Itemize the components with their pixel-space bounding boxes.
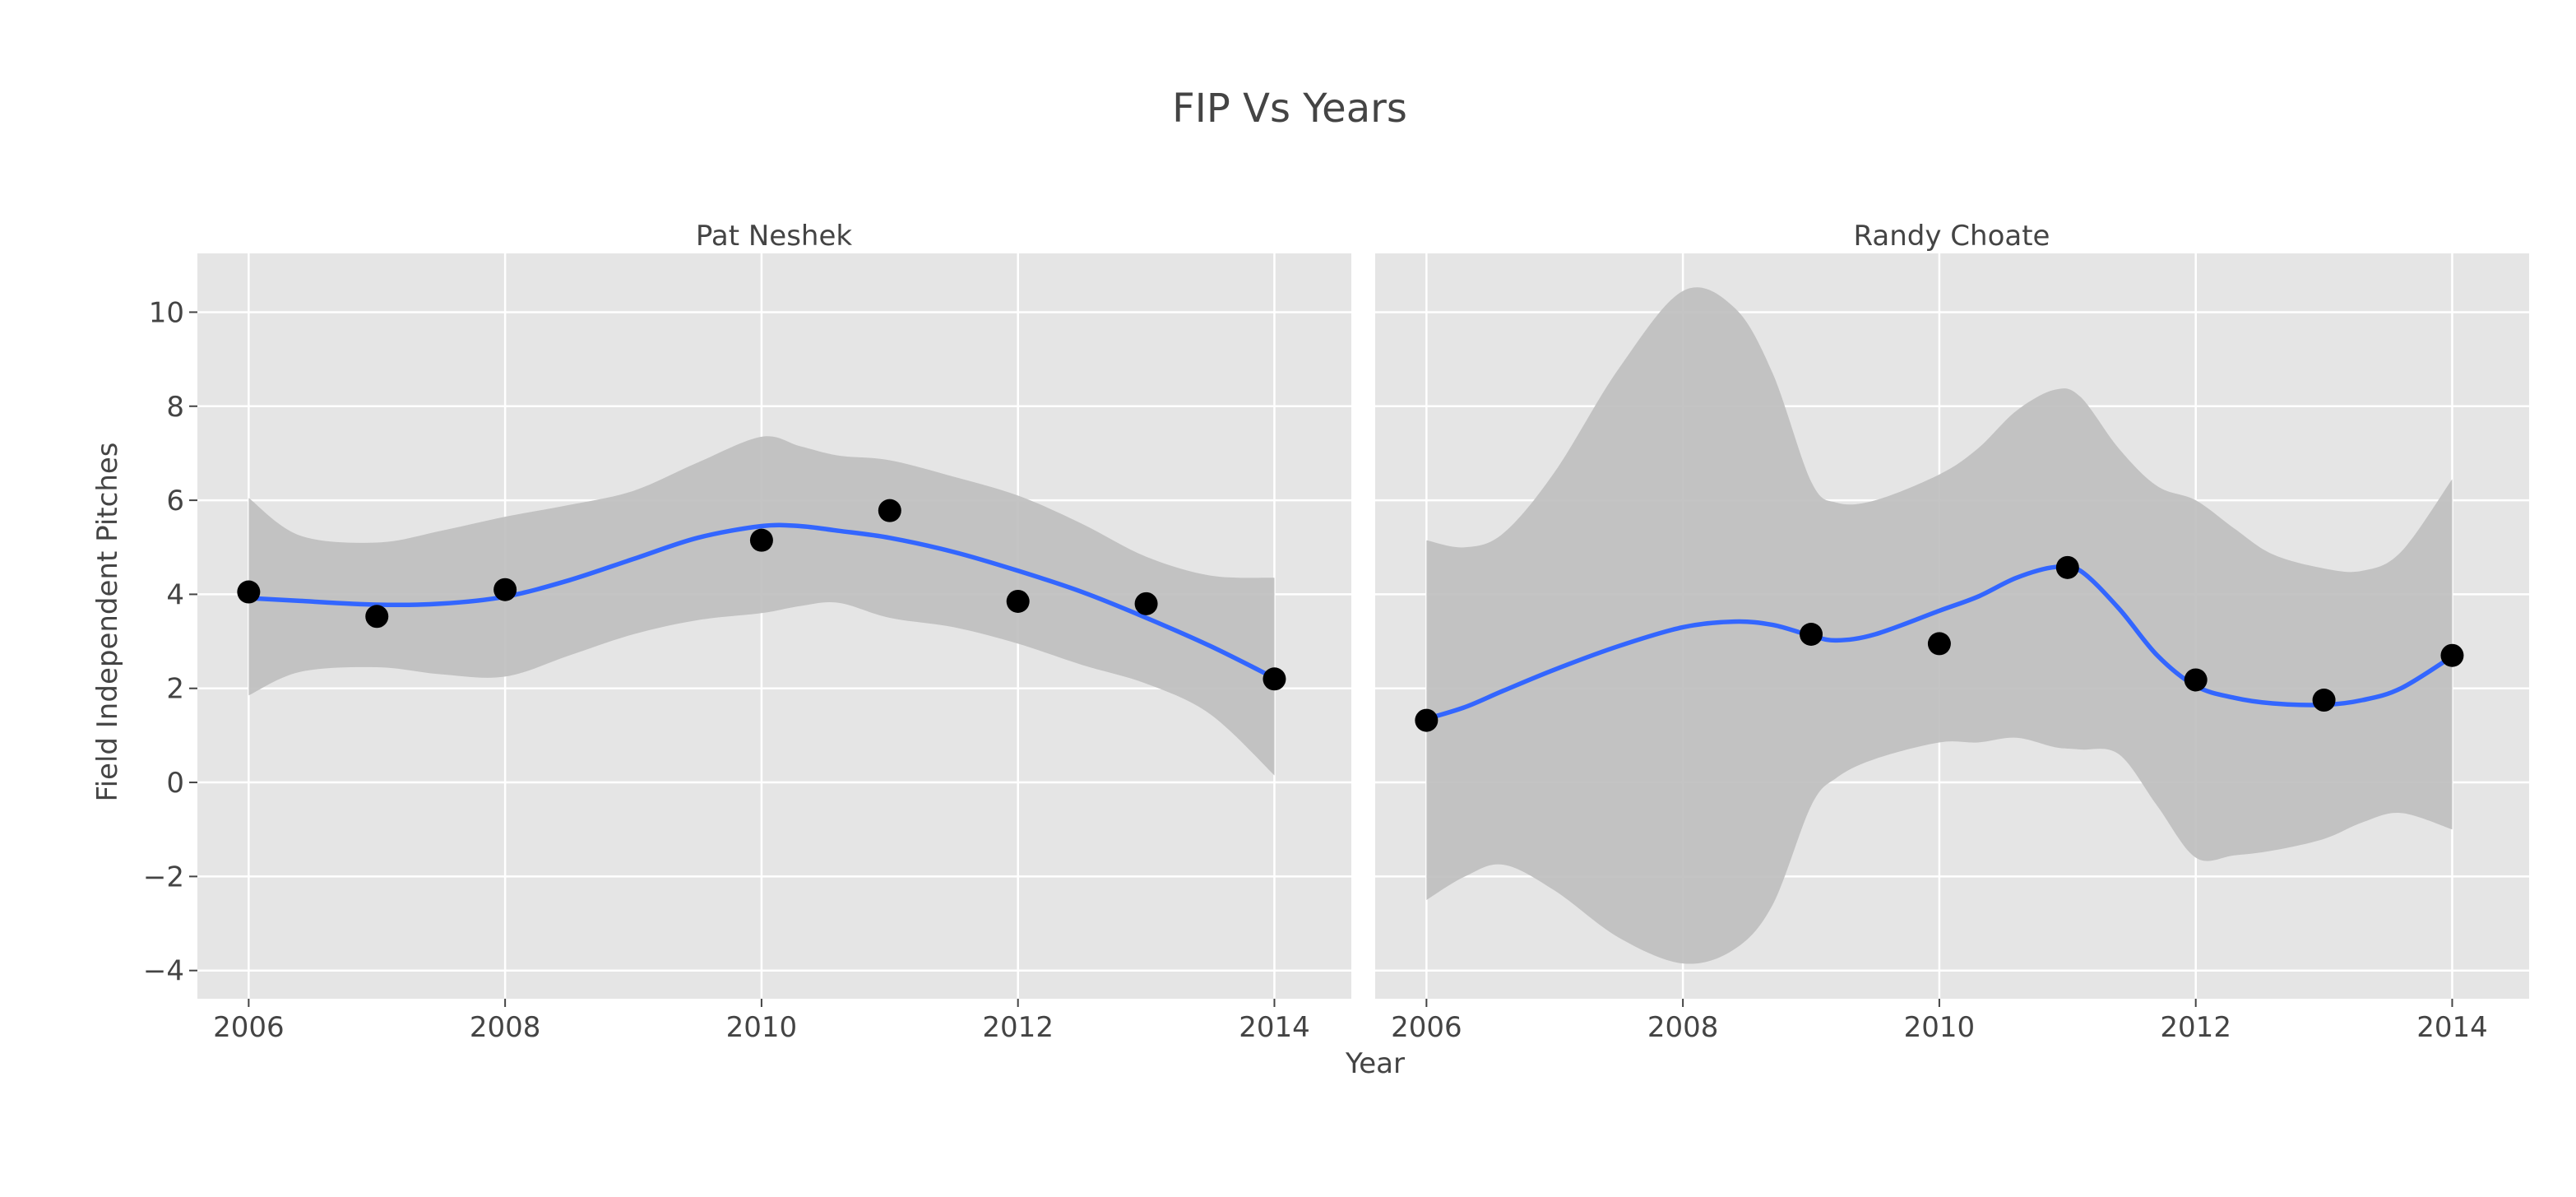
data-point xyxy=(1006,589,1030,613)
panel-pat-neshek-x-axis: 2006 2008 2010 2012 2014 xyxy=(213,999,1310,1044)
y-tick-label: 8 xyxy=(166,391,184,424)
data-point xyxy=(365,605,389,629)
data-point xyxy=(1800,623,1823,647)
chart-title: FIP Vs Years xyxy=(1172,86,1407,132)
data-point xyxy=(878,499,901,522)
data-point xyxy=(493,578,517,601)
x-tick-label: 2012 xyxy=(2160,1011,2231,1044)
y-tick-label: −4 xyxy=(143,955,184,988)
y-axis-title: Field Independent Pitches xyxy=(91,442,124,801)
data-point xyxy=(2055,555,2079,579)
x-tick-label: 2008 xyxy=(470,1011,541,1044)
data-point xyxy=(2440,643,2464,667)
panel-randy-choate-confidence-band xyxy=(1426,287,2453,964)
y-tick-label: 6 xyxy=(166,485,184,517)
y-axis: −4 −2 0 2 4 6 8 10 xyxy=(143,296,197,988)
y-tick-label: 0 xyxy=(166,767,184,800)
data-point xyxy=(237,580,261,604)
y-tick-label: −2 xyxy=(143,861,184,893)
y-tick-label: 10 xyxy=(149,296,184,329)
panel-pat-neshek-strip-title: Pat Neshek xyxy=(696,220,852,253)
x-tick-label: 2010 xyxy=(1904,1011,1976,1044)
data-point xyxy=(2184,668,2208,692)
data-point xyxy=(1927,632,1951,656)
data-point xyxy=(1134,592,1158,615)
panel-randy-choate-points xyxy=(1415,555,2464,732)
panel-pat-neshek-confidence-band xyxy=(248,436,1275,776)
data-point xyxy=(1415,708,1439,732)
x-tick-label: 2014 xyxy=(2416,1011,2488,1044)
y-tick-label: 4 xyxy=(166,578,184,611)
data-point xyxy=(1263,667,1286,691)
x-tick-label: 2006 xyxy=(213,1011,285,1044)
x-tick-label: 2010 xyxy=(726,1011,798,1044)
panel-pat-neshek-smooth-line xyxy=(246,522,1277,680)
data-point xyxy=(749,528,773,552)
x-tick-label: 2012 xyxy=(982,1011,1054,1044)
data-point xyxy=(2312,689,2336,712)
y-tick-label: 2 xyxy=(166,673,184,706)
x-tick-label: 2008 xyxy=(1647,1011,1719,1044)
panel-randy-choate-x-axis: 2006 2008 2010 2012 2014 xyxy=(1391,999,2488,1044)
x-axis-title: Year xyxy=(1345,1047,1405,1080)
panel-randy-choate-strip-title: Randy Choate xyxy=(1854,220,2050,253)
panel-randy-choate-smooth-line xyxy=(1424,564,2455,721)
panel-randy-choate: 2006 2008 2010 2012 2014 Randy Choate xyxy=(1375,220,2529,1044)
panel-pat-neshek-points xyxy=(237,499,1286,691)
x-tick-label: 2014 xyxy=(1239,1011,1310,1044)
x-tick-label: 2006 xyxy=(1391,1011,1462,1044)
panel-pat-neshek: 2006 2008 2010 2012 2014 Pat Neshek xyxy=(197,220,1351,1044)
